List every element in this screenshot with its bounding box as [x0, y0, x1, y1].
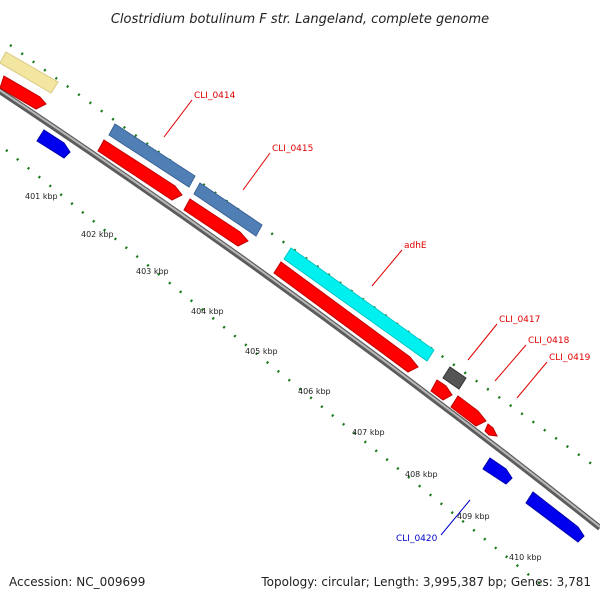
- gene-adhe[interactable]: [273, 261, 419, 373]
- gene-cli-0420[interactable]: [482, 457, 513, 485]
- tick-label: 406 kbp: [298, 387, 331, 396]
- label-cli-0414: CLI_0414: [194, 91, 236, 101]
- tick-label: 402 kbp: [81, 230, 114, 239]
- gene-cds-reverse-2[interactable]: [525, 491, 585, 543]
- gene-cli-0418[interactable]: [450, 395, 487, 427]
- genome-backbone: [0, 87, 600, 531]
- label-adhe: adhE: [404, 241, 427, 251]
- tick-label: 407 kbp: [352, 428, 385, 437]
- label-cli-0419: CLI_0419: [549, 353, 591, 363]
- tick-label: 404 kbp: [191, 307, 224, 316]
- inner-tick-ring: [5, 149, 546, 589]
- label-cli-0418: CLI_0418: [528, 336, 570, 346]
- label-cli-0415: CLI_0415: [272, 144, 313, 154]
- tick-label: 410 kbp: [509, 553, 542, 562]
- label-cli-0417: CLI_0417: [499, 315, 540, 325]
- tick-label: 409 kbp: [457, 512, 490, 521]
- gene-adhe-cog[interactable]: [283, 247, 435, 362]
- tick-label: 405 kbp: [245, 347, 278, 356]
- genome-summary-text: Topology: circular; Length: 3,995,387 bp…: [260, 575, 591, 589]
- tick-label: 403 kbp: [136, 267, 169, 276]
- label-cli-0420: CLI_0420: [396, 534, 438, 544]
- gene-cds-reverse[interactable]: [36, 129, 71, 159]
- tick-label: 408 kbp: [405, 470, 438, 479]
- gene-cds-forward[interactable]: [0, 75, 47, 110]
- cli-0420-leader-line: [440, 499, 471, 536]
- genome-backbone-highlight: [0, 89, 600, 528]
- gene-cog-yellow[interactable]: [0, 51, 59, 94]
- gene-leader-lines: [163, 99, 548, 399]
- accession-text: Accession: NC_009699: [9, 575, 145, 589]
- gene-cli-0417[interactable]: [430, 379, 453, 401]
- gene-cli-0417-cog[interactable]: [442, 366, 467, 390]
- gene-cli-0419[interactable]: [484, 423, 498, 437]
- tick-label: 401 kbp: [25, 192, 58, 201]
- gene-cli-0415[interactable]: [183, 198, 249, 247]
- gene-cli-0414[interactable]: [97, 139, 183, 201]
- map-title: Clostridium botulinum F str. Langeland, …: [111, 12, 489, 27]
- gene-cli-0414-cog[interactable]: [108, 123, 196, 188]
- gene-cli-0415-cog[interactable]: [193, 182, 263, 237]
